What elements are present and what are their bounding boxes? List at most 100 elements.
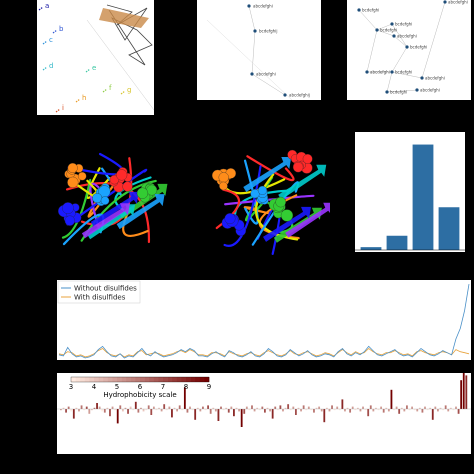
graph-edge-diag bbox=[206, 19, 293, 100]
hydro-bar bbox=[282, 409, 284, 412]
colorbar-tick: 5 bbox=[115, 383, 119, 391]
colorbar-segment bbox=[153, 377, 159, 382]
hydro-bar bbox=[253, 409, 256, 412]
hydro-bar bbox=[333, 409, 336, 411]
colorbar-segment bbox=[126, 377, 132, 382]
structure-letter-e: e bbox=[92, 64, 96, 72]
atom-sphere bbox=[92, 193, 103, 204]
beta-strand bbox=[263, 206, 312, 242]
hydro-bar bbox=[230, 406, 233, 409]
hydro-bar bbox=[447, 409, 450, 412]
colorbar-segment bbox=[140, 377, 145, 382]
graph-node-label: abcdefghi bbox=[397, 34, 417, 39]
legend-label: With disulfides bbox=[74, 294, 126, 302]
hydro-bar bbox=[362, 406, 364, 409]
hydro-bar bbox=[150, 409, 153, 415]
structure-letter-f: f bbox=[109, 84, 112, 92]
hydro-bar bbox=[152, 406, 155, 409]
hydro-bar bbox=[70, 409, 73, 412]
hydro-bar bbox=[274, 406, 277, 409]
hydro-bar bbox=[191, 409, 194, 411]
atom-sphere bbox=[64, 215, 75, 226]
hydro-bar bbox=[204, 409, 207, 411]
hydro-bar bbox=[256, 407, 259, 409]
hydro-bar bbox=[181, 409, 184, 411]
hydro-bar bbox=[88, 409, 91, 414]
hydro-bar bbox=[462, 373, 465, 409]
hydro-bar bbox=[75, 407, 78, 409]
line-series-with-disulfides bbox=[58, 347, 470, 358]
colorbar-segment bbox=[199, 377, 205, 382]
colorbar-segment bbox=[190, 377, 196, 382]
hydro-bar bbox=[114, 409, 117, 411]
hydro-bar bbox=[377, 409, 380, 411]
hydro-bar bbox=[196, 407, 199, 409]
hydro-bar bbox=[387, 409, 390, 412]
hydro-bar bbox=[127, 409, 129, 414]
graph-edge-main bbox=[248, 5, 286, 96]
atom-sphere bbox=[100, 196, 110, 205]
hydro-bar bbox=[225, 407, 228, 409]
graph-edge bbox=[386, 89, 418, 93]
hydro-bar bbox=[310, 409, 313, 411]
graph-node bbox=[253, 29, 257, 33]
atom-sphere bbox=[275, 196, 286, 208]
hydro-bar bbox=[264, 409, 266, 413]
hydro-bar bbox=[222, 409, 225, 411]
hydro-bar bbox=[413, 409, 416, 411]
hydro-bar bbox=[111, 406, 114, 409]
colorbar-segment bbox=[163, 377, 168, 382]
structure-letter-d: d bbox=[49, 62, 53, 70]
beta-strand bbox=[278, 164, 327, 200]
colorbar-segment bbox=[167, 377, 173, 382]
graph-node bbox=[443, 0, 447, 4]
hydro-bar bbox=[364, 409, 367, 411]
hydro-bar bbox=[375, 407, 377, 409]
graph-node bbox=[365, 70, 369, 74]
letter-dash-d bbox=[42, 66, 48, 71]
hydro-bar bbox=[307, 406, 310, 409]
hydro-bar bbox=[96, 403, 98, 409]
hydro-bar bbox=[258, 409, 261, 411]
hydro-bar bbox=[155, 409, 158, 411]
hydro-bar bbox=[408, 409, 411, 411]
hydro-bar bbox=[354, 409, 357, 411]
hydro-bar bbox=[238, 409, 240, 412]
hydro-bar bbox=[444, 405, 447, 409]
hydro-bar bbox=[106, 407, 109, 409]
colorbar-tick: 8 bbox=[184, 383, 188, 391]
hydro-bar bbox=[67, 406, 70, 409]
hydro-bar bbox=[313, 409, 315, 413]
colorbar: 3 4 5 6 7 8 9 Hydrophobicity scale bbox=[69, 376, 211, 399]
graph-node bbox=[405, 45, 409, 49]
hydro-bar bbox=[284, 407, 287, 409]
graph-node-label: abcdefghi bbox=[448, 0, 468, 5]
graph-node bbox=[250, 72, 254, 76]
hydro-bar bbox=[168, 406, 171, 409]
graph-edge bbox=[391, 71, 423, 79]
bar-1 bbox=[360, 247, 382, 250]
hydro-bar bbox=[315, 407, 318, 409]
hydro-bar bbox=[160, 409, 163, 412]
hydro-bar bbox=[300, 409, 302, 412]
molecule-right bbox=[205, 140, 330, 270]
atom-sphere bbox=[122, 181, 133, 192]
letter-dash-e bbox=[85, 68, 91, 73]
line-chart-panel: Without disulfides With disulfides bbox=[57, 280, 471, 360]
hydro-bar bbox=[356, 407, 359, 409]
hydro-bar bbox=[165, 409, 168, 411]
graph-node-label: abcdefghi bbox=[420, 88, 440, 93]
hydro-bar bbox=[240, 409, 243, 427]
hydro-bar bbox=[227, 409, 230, 413]
hydro-bar bbox=[261, 406, 264, 409]
hydro-bar bbox=[266, 407, 269, 409]
hydro-bar bbox=[439, 407, 442, 409]
graph-edge bbox=[421, 1, 446, 79]
hydro-bar bbox=[202, 406, 204, 409]
hydro-bar bbox=[465, 375, 468, 409]
hydro-bar bbox=[103, 409, 106, 413]
hydro-bar bbox=[393, 409, 395, 411]
graph-edge bbox=[358, 9, 378, 31]
